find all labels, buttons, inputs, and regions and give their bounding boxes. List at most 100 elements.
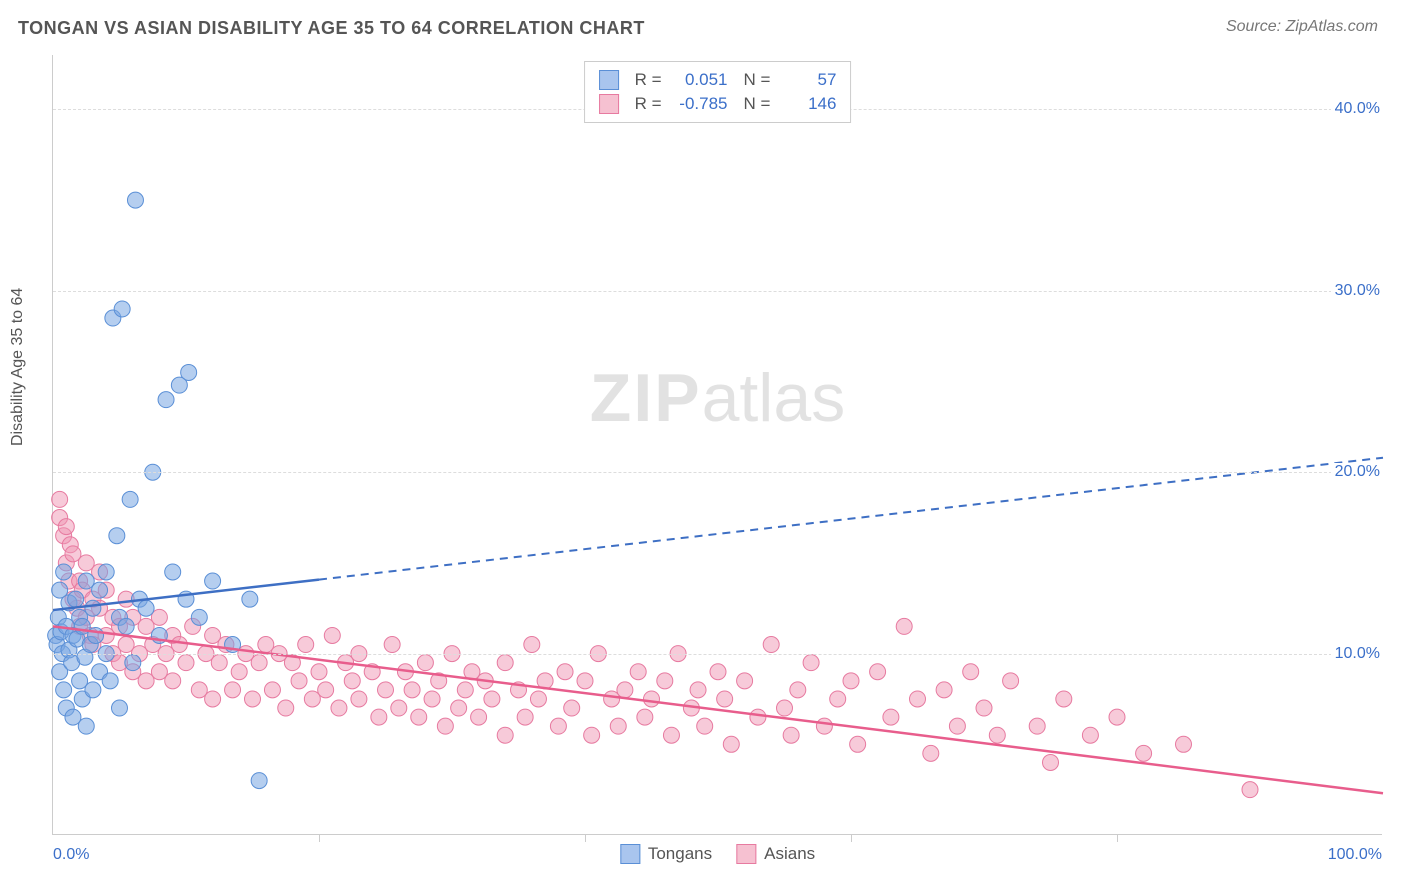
scatter-point bbox=[457, 682, 473, 698]
scatter-point bbox=[644, 691, 660, 707]
scatter-point bbox=[530, 691, 546, 707]
scatter-point bbox=[936, 682, 952, 698]
scatter-point bbox=[98, 564, 114, 580]
scatter-point bbox=[637, 709, 653, 725]
scatter-point bbox=[697, 718, 713, 734]
chart-title: TONGAN VS ASIAN DISABILITY AGE 35 TO 64 … bbox=[18, 18, 645, 39]
scatter-point bbox=[56, 564, 72, 580]
scatter-point bbox=[371, 709, 387, 725]
scatter-point bbox=[85, 682, 101, 698]
scatter-point bbox=[1242, 782, 1258, 798]
scatter-point bbox=[56, 682, 72, 698]
scatter-point bbox=[158, 392, 174, 408]
scatter-point bbox=[109, 528, 125, 544]
scatter-point bbox=[291, 673, 307, 689]
scatter-point bbox=[816, 718, 832, 734]
stats-row-tongans: R = 0.051 N = 57 bbox=[599, 68, 837, 92]
scatter-point bbox=[557, 664, 573, 680]
stats-legend: R = 0.051 N = 57 R = -0.785 N = 146 bbox=[584, 61, 852, 123]
scatter-point bbox=[717, 691, 733, 707]
scatter-point bbox=[351, 691, 367, 707]
scatter-point bbox=[976, 700, 992, 716]
scatter-point bbox=[318, 682, 334, 698]
scatter-point bbox=[211, 655, 227, 671]
scatter-point bbox=[298, 637, 314, 653]
scatter-point bbox=[451, 700, 467, 716]
scatter-point bbox=[803, 655, 819, 671]
scatter-point bbox=[517, 709, 533, 725]
scatter-point bbox=[910, 691, 926, 707]
scatter-point bbox=[122, 491, 138, 507]
r-label: R = bbox=[635, 70, 662, 90]
scatter-point bbox=[783, 727, 799, 743]
source-citation: Source: ZipAtlas.com bbox=[1226, 18, 1378, 36]
x-tick-label-min: 0.0% bbox=[53, 846, 89, 864]
scatter-point bbox=[484, 691, 500, 707]
scatter-point bbox=[68, 591, 84, 607]
scatter-point bbox=[630, 664, 646, 680]
legend-item-tongans: Tongans bbox=[620, 844, 712, 864]
scatter-point bbox=[830, 691, 846, 707]
scatter-point bbox=[127, 192, 143, 208]
scatter-point bbox=[1043, 754, 1059, 770]
scatter-point bbox=[577, 673, 593, 689]
legend-item-asians: Asians bbox=[736, 844, 815, 864]
scatter-point bbox=[584, 727, 600, 743]
x-tick bbox=[319, 834, 320, 842]
y-tick-label: 10.0% bbox=[1331, 645, 1384, 663]
scatter-point bbox=[384, 637, 400, 653]
scatter-point bbox=[1176, 736, 1192, 752]
scatter-point bbox=[85, 600, 101, 616]
r-value-tongans: 0.051 bbox=[672, 70, 728, 90]
correlation-chart: TONGAN VS ASIAN DISABILITY AGE 35 TO 64 … bbox=[0, 0, 1406, 892]
x-tick bbox=[585, 834, 586, 842]
scatter-point bbox=[524, 637, 540, 653]
scatter-point bbox=[344, 673, 360, 689]
n-value-tongans: 57 bbox=[780, 70, 836, 90]
y-tick-label: 40.0% bbox=[1331, 100, 1384, 118]
stats-row-asians: R = -0.785 N = 146 bbox=[599, 92, 837, 116]
scatter-point bbox=[125, 655, 141, 671]
scatter-point bbox=[923, 745, 939, 761]
scatter-point bbox=[324, 627, 340, 643]
y-tick-label: 30.0% bbox=[1331, 282, 1384, 300]
scatter-point bbox=[850, 736, 866, 752]
scatter-point bbox=[610, 718, 626, 734]
scatter-point bbox=[245, 691, 261, 707]
scatter-point bbox=[737, 673, 753, 689]
scatter-point bbox=[391, 700, 407, 716]
scatter-point bbox=[989, 727, 1005, 743]
scatter-point bbox=[264, 682, 280, 698]
scatter-point bbox=[404, 682, 420, 698]
n-label: N = bbox=[744, 94, 771, 114]
legend-label-tongans: Tongans bbox=[648, 844, 712, 864]
scatter-point bbox=[1109, 709, 1125, 725]
scatter-point bbox=[763, 637, 779, 653]
tongans-swatch-icon bbox=[620, 844, 640, 864]
tongans-swatch-icon bbox=[599, 70, 619, 90]
scatter-point bbox=[497, 727, 513, 743]
scatter-point bbox=[690, 682, 706, 698]
scatter-point bbox=[138, 600, 154, 616]
scatter-point bbox=[1082, 727, 1098, 743]
scatter-point bbox=[178, 655, 194, 671]
scatter-point bbox=[723, 736, 739, 752]
scatter-point bbox=[165, 673, 181, 689]
scatter-point bbox=[424, 691, 440, 707]
plot-area: ZIPatlas R = 0.051 N = 57 R = -0.785 N =… bbox=[52, 55, 1382, 835]
scatter-point bbox=[663, 727, 679, 743]
scatter-point bbox=[1029, 718, 1045, 734]
scatter-point bbox=[843, 673, 859, 689]
scatter-point bbox=[564, 700, 580, 716]
scatter-point bbox=[411, 709, 427, 725]
r-label: R = bbox=[635, 94, 662, 114]
scatter-point bbox=[870, 664, 886, 680]
scatter-point bbox=[883, 709, 899, 725]
x-tick bbox=[1117, 834, 1118, 842]
scatter-point bbox=[710, 664, 726, 680]
scatter-point bbox=[205, 691, 221, 707]
scatter-point bbox=[58, 519, 74, 535]
n-label: N = bbox=[744, 70, 771, 90]
scatter-point bbox=[550, 718, 566, 734]
scatter-svg bbox=[53, 55, 1382, 834]
